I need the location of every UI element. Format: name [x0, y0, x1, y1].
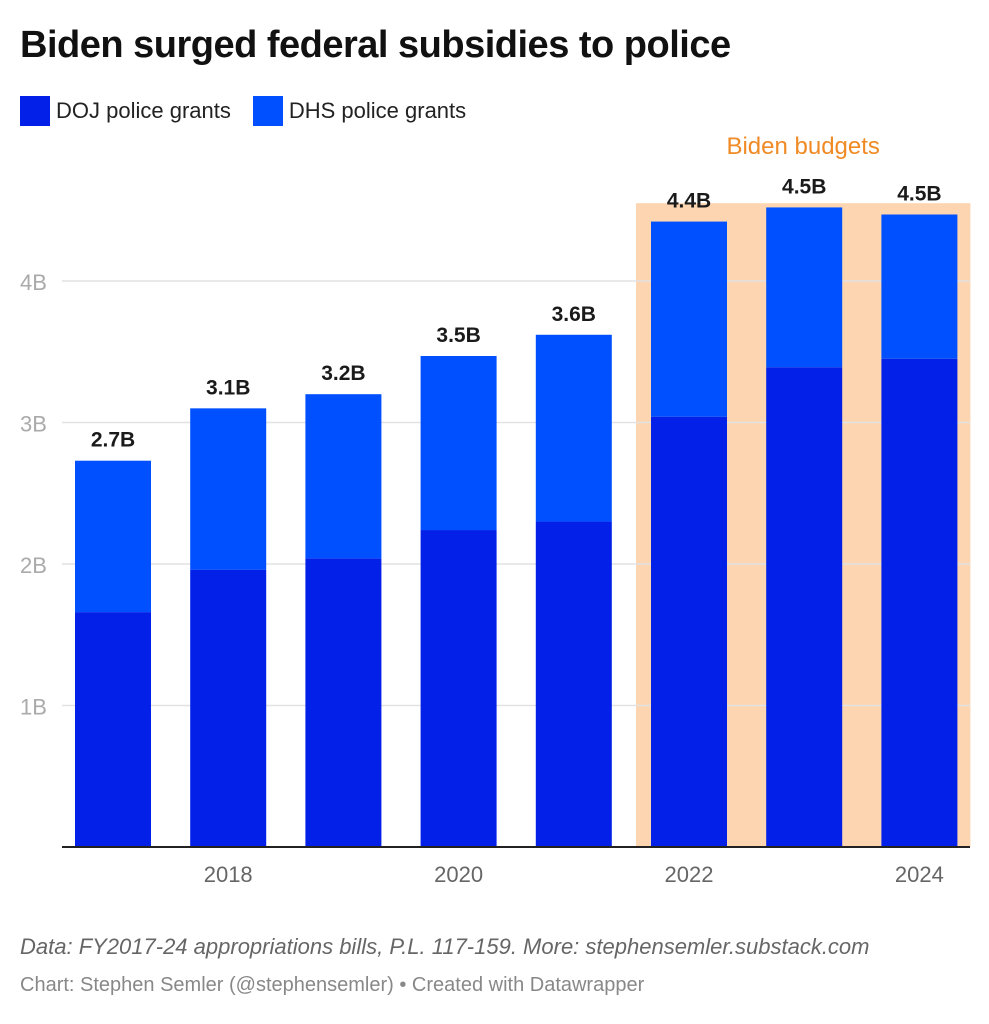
legend-label-dhs: DHS police grants — [288, 98, 467, 123]
y-tick-label: 3B — [20, 412, 47, 437]
chart-title: Biden surged federal subsidies to police — [20, 24, 731, 66]
bar-doj-2020 — [420, 530, 497, 847]
y-tick-label: 4B — [20, 270, 47, 295]
legend-item-doj: DOJ police grants — [20, 96, 231, 126]
total-label-2019: 3.2B — [321, 362, 365, 385]
bar-dhs-2018 — [190, 408, 267, 570]
bar-dhs-2019 — [305, 394, 382, 559]
bar-dhs-2023 — [766, 207, 843, 368]
x-tick-label: 2022 — [665, 862, 714, 887]
total-label-2023: 4.5B — [782, 175, 826, 198]
total-label-2017: 2.7B — [91, 429, 135, 452]
bar-doj-2019 — [305, 558, 382, 847]
bar-doj-2023 — [766, 367, 843, 847]
bar-doj-2018 — [190, 569, 267, 847]
y-tick-label: 1B — [20, 695, 47, 720]
bar-doj-2024 — [881, 358, 958, 847]
y-tick-label: 2B — [20, 553, 47, 578]
bar-doj-2022 — [651, 416, 727, 847]
bar-dhs-2021 — [535, 334, 612, 522]
x-tick-label: 2020 — [434, 862, 483, 887]
bar-dhs-2022 — [651, 221, 727, 417]
bar-doj-2017 — [75, 612, 151, 847]
legend-swatch-dhs — [252, 96, 283, 126]
highlight-label: Biden budgets — [726, 133, 879, 160]
legend-swatch-doj — [20, 96, 50, 126]
x-tick-label: 2018 — [204, 862, 253, 887]
total-label-2018: 3.1B — [206, 376, 250, 399]
legend: DOJ police grants DHS police grants — [20, 96, 488, 126]
bar-dhs-2020 — [420, 355, 497, 531]
bar-doj-2021 — [535, 521, 612, 847]
x-tick-label: 2024 — [895, 862, 944, 887]
legend-label-doj: DOJ police grants — [56, 98, 231, 123]
bar-dhs-2017 — [75, 460, 151, 613]
bar-dhs-2024 — [881, 214, 958, 359]
total-label-2022: 4.4B — [667, 190, 711, 213]
source-note: Data: FY2017-24 appropriations bills, P.… — [20, 934, 870, 959]
legend-item-dhs: DHS police grants — [252, 96, 467, 126]
credit-note: Chart: Stephen Semler (@stephensemler) •… — [20, 974, 645, 996]
total-label-2020: 3.5B — [436, 324, 480, 347]
total-label-2021: 3.6B — [552, 303, 596, 326]
total-label-2024: 4.5B — [897, 182, 941, 205]
